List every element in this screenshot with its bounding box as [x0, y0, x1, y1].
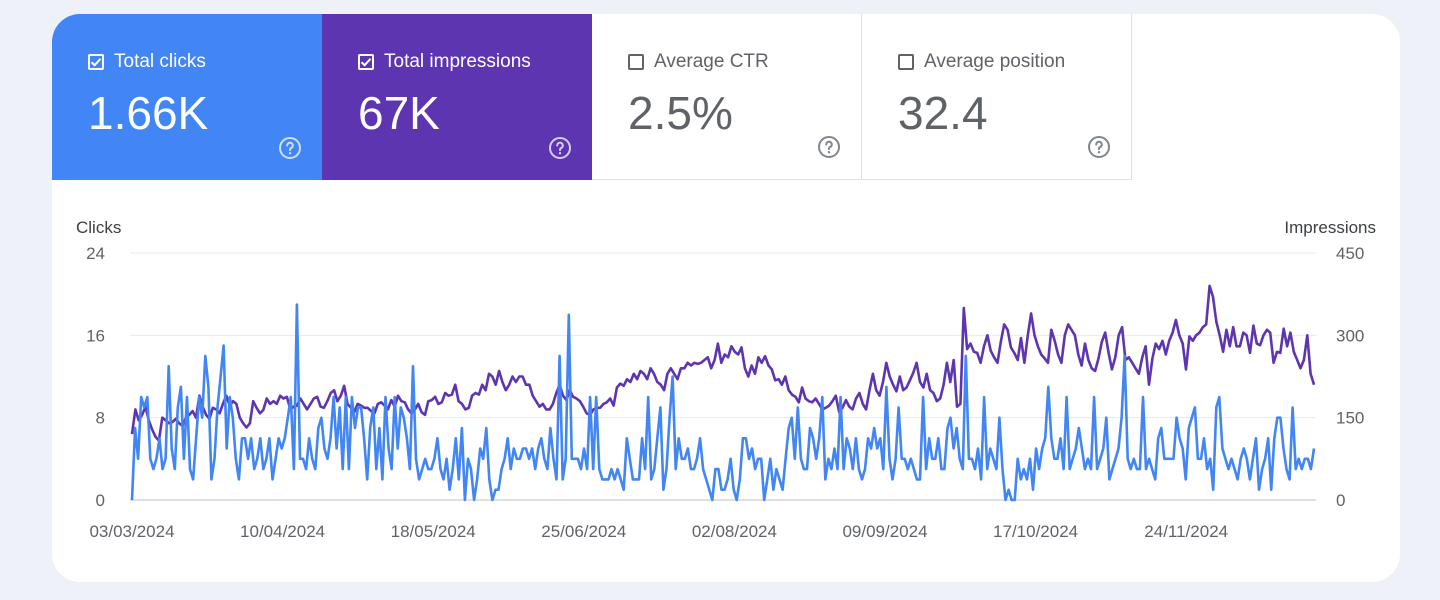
checkbox-icon[interactable] [628, 54, 644, 70]
help-icon[interactable] [1087, 135, 1111, 159]
left-axis-title: Clicks [76, 218, 122, 237]
help-icon[interactable] [278, 136, 302, 160]
x-tick-label: 09/09/2024 [842, 522, 927, 541]
metric-card-average-position[interactable]: Average position 32.4 [862, 14, 1132, 180]
checkbox-icon[interactable] [898, 54, 914, 70]
metric-card-average-ctr[interactable]: Average CTR 2.5% [592, 14, 862, 180]
clicks-series-line [130, 303, 1316, 502]
x-tick-label: 10/04/2024 [240, 522, 325, 541]
y-right-tick-label: 300 [1336, 326, 1364, 345]
checkbox-icon[interactable] [358, 54, 374, 70]
metric-card-total-clicks[interactable]: Total clicks 1.66K [52, 14, 322, 180]
performance-chart: Clicks Impressions 0 8 16 24 0 150 300 450 03/03… [52, 180, 1400, 582]
metric-label: Average position [924, 51, 1066, 72]
metric-value: 67K [358, 87, 440, 139]
x-tick-label: 02/08/2024 [692, 522, 777, 541]
help-icon[interactable] [548, 136, 572, 160]
metric-label: Average CTR [654, 51, 769, 72]
metric-value: 2.5% [628, 87, 733, 139]
right-axis-title: Impressions [1284, 218, 1376, 237]
y-left-tick-label: 0 [96, 491, 105, 510]
x-tick-label: 03/03/2024 [89, 522, 174, 541]
x-tick-label: 18/05/2024 [391, 522, 476, 541]
impressions-series-line [130, 284, 1316, 443]
x-tick-label: 24/11/2024 [1144, 522, 1228, 541]
y-left-tick-label: 24 [86, 244, 105, 263]
y-right-tick-label: 150 [1336, 409, 1364, 428]
chart-svg: 0 8 16 24 0 150 300 450 03/03/2024 10/04/2024 18/0… [86, 244, 1364, 541]
metric-header: Total impressions [358, 51, 531, 73]
metric-label: Total clicks [114, 51, 206, 72]
help-icon[interactable] [817, 135, 841, 159]
metric-header: Average CTR [628, 51, 769, 73]
metric-value: 32.4 [898, 87, 988, 139]
x-tick-label: 17/10/2024 [993, 522, 1078, 541]
performance-card: Total clicks 1.66K Total impressions 67K [52, 14, 1400, 582]
y-left-tick-label: 8 [96, 409, 105, 428]
metric-value: 1.66K [88, 87, 209, 139]
metric-header: Average position [898, 51, 1065, 73]
metric-card-total-impressions[interactable]: Total impressions 67K [322, 14, 592, 180]
checkbox-icon[interactable] [88, 54, 104, 70]
y-right-tick-label: 0 [1336, 491, 1345, 510]
metric-tabs: Total clicks 1.66K Total impressions 67K [52, 14, 1132, 180]
metric-label: Total impressions [384, 51, 531, 72]
x-tick-label: 25/06/2024 [541, 522, 626, 541]
metric-header: Total clicks [88, 51, 206, 73]
y-right-tick-label: 450 [1336, 244, 1364, 263]
y-left-tick-label: 16 [86, 326, 105, 345]
